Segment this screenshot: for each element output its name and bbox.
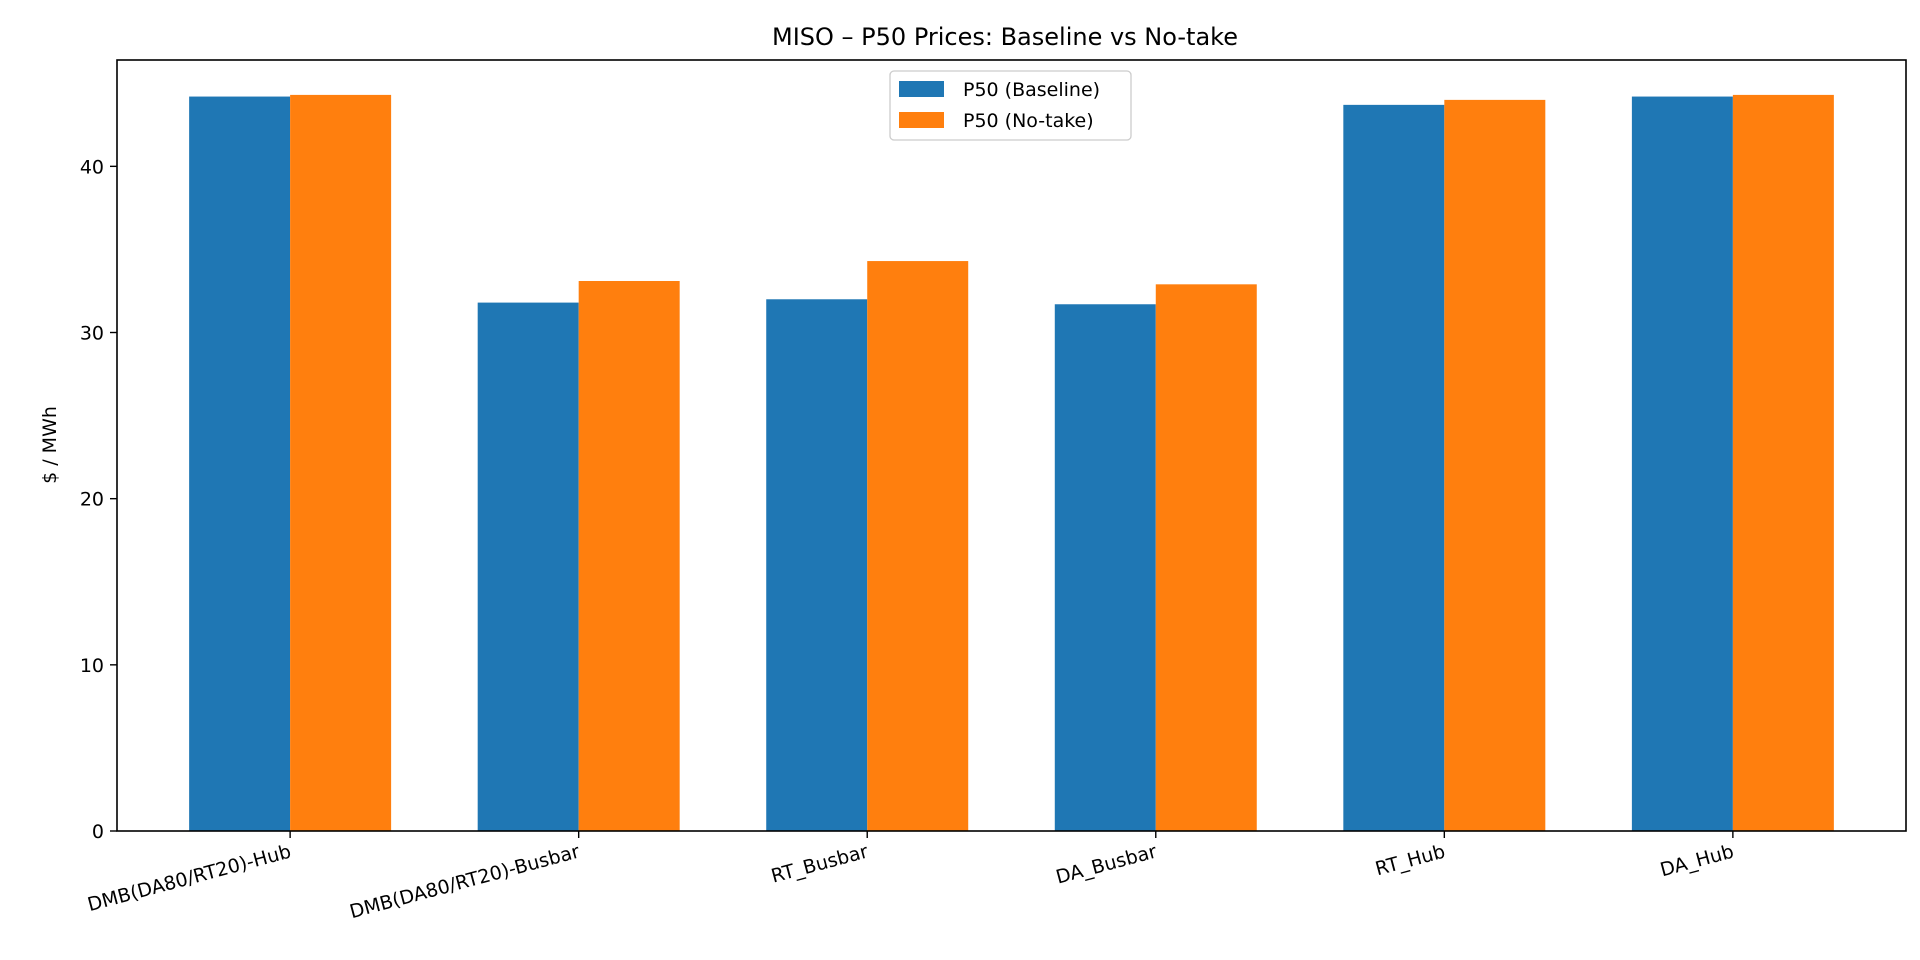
bar-baseline-3 xyxy=(1054,304,1156,832)
y-axis-ticks: 0 10 20 30 40 xyxy=(80,156,117,843)
bar-no-take-1 xyxy=(578,280,680,832)
bar-baseline-5 xyxy=(1631,96,1733,832)
x-axis-ticks: DMB(DA80/RT20)-Hub DMB(DA80/RT20)-Busbar R… xyxy=(85,831,1736,923)
x-tick-label: RT_Busbar xyxy=(769,841,871,888)
bar-baseline-4 xyxy=(1343,104,1445,831)
legend-label-baseline: P50 (Baseline) xyxy=(963,79,1100,101)
bar-no-take-0 xyxy=(290,94,392,831)
x-tick-label: DA_Busbar xyxy=(1054,841,1160,889)
bar-no-take-2 xyxy=(867,261,969,831)
x-tick-label: DMB(DA80/RT20)-Busbar xyxy=(347,841,582,924)
x-tick-label: DA_Hub xyxy=(1658,841,1736,882)
bar-no-take-3 xyxy=(1155,284,1257,831)
x-tick-label: DMB(DA80/RT20)-Hub xyxy=(85,841,293,917)
plot-frame xyxy=(116,59,1907,832)
y-tick-label: 20 xyxy=(80,489,104,511)
bars-group xyxy=(189,94,1834,832)
bar-baseline-0 xyxy=(189,96,291,832)
bar-baseline-2 xyxy=(766,299,868,831)
chart-title: MISO – P50 Prices: Baseline vs No-take xyxy=(772,23,1238,51)
legend-swatch-baseline xyxy=(899,81,944,97)
legend-box xyxy=(889,70,1132,141)
y-tick-label: 40 xyxy=(80,156,104,178)
legend-label-no-take: P50 (No-take) xyxy=(963,110,1094,132)
y-tick-label: 10 xyxy=(80,655,104,677)
y-tick-label: 30 xyxy=(80,323,104,345)
bar-no-take-5 xyxy=(1732,94,1834,831)
legend: P50 (Baseline) P50 (No-take) xyxy=(889,70,1132,141)
y-tick-label: 0 xyxy=(92,821,104,843)
x-tick-label: RT_Hub xyxy=(1373,841,1448,881)
y-axis-label: $ / MWh xyxy=(39,406,61,484)
bar-baseline-1 xyxy=(477,302,579,832)
bar-no-take-4 xyxy=(1444,99,1546,831)
legend-swatch-no-take xyxy=(899,112,944,128)
